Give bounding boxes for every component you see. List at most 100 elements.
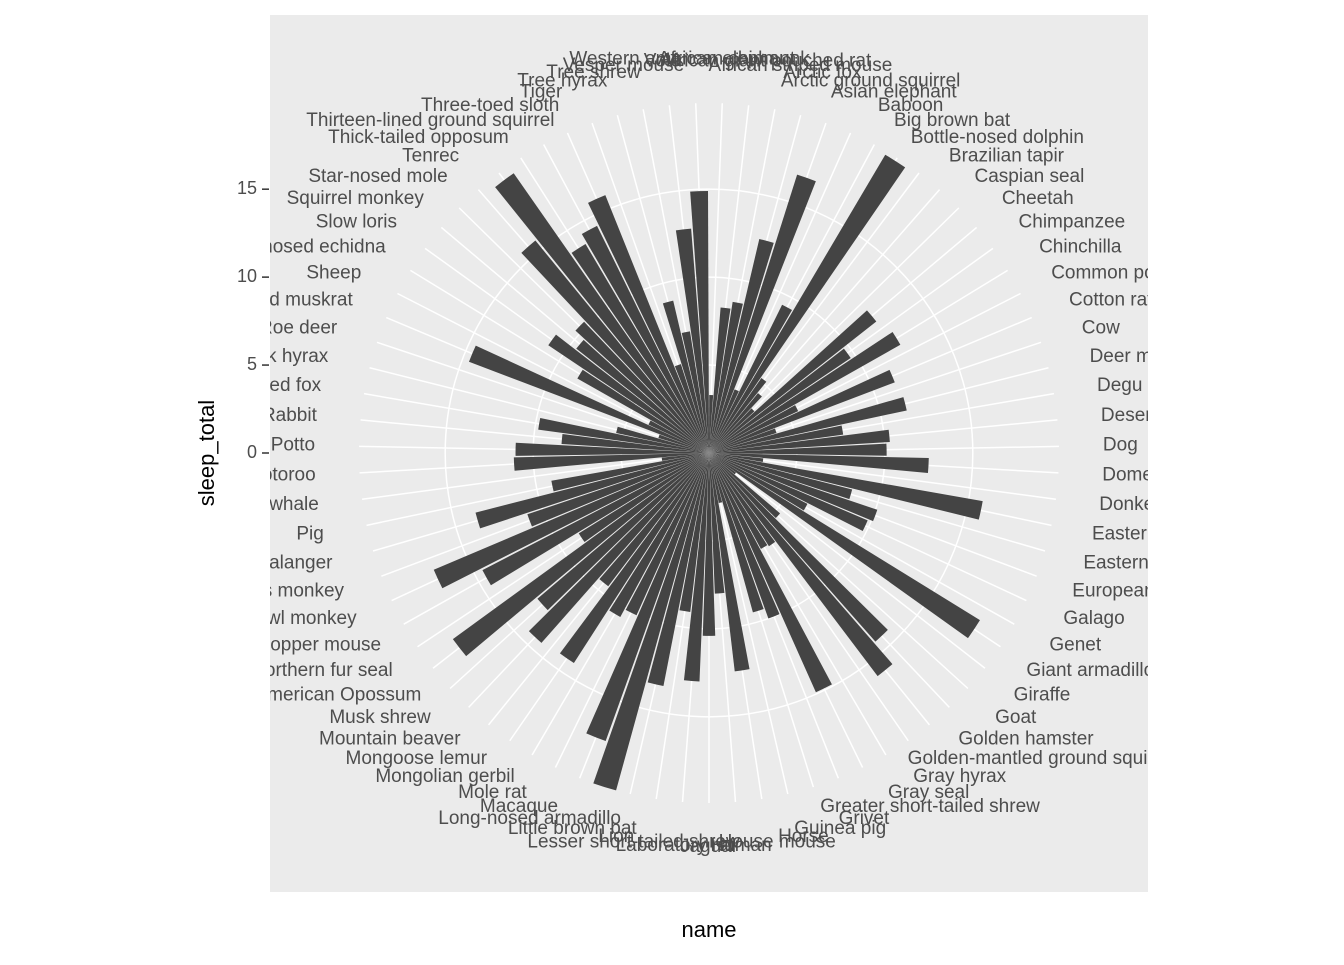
- bar: [609, 453, 709, 617]
- bar: [709, 453, 725, 594]
- category-label: Slow loris: [316, 212, 397, 233]
- bar: [475, 453, 709, 529]
- category-label: Giraffe: [1014, 684, 1071, 705]
- category-label: Phalanger: [246, 552, 333, 573]
- category-label: Pilot whale: [227, 494, 319, 515]
- category-label: Rabbit: [262, 405, 318, 426]
- bar: [709, 453, 893, 677]
- bar: [690, 190, 709, 453]
- category-label: Lion: [598, 826, 634, 847]
- category-label: Greater short-tailed shrew: [820, 796, 1040, 817]
- bar: [709, 453, 853, 500]
- bar: [658, 434, 709, 453]
- category-label: Common porpoise: [1051, 262, 1206, 283]
- category-label: Deer mouse: [1090, 346, 1194, 367]
- category-label: Bottle-nosed dolphin: [911, 127, 1084, 148]
- bar: [648, 420, 709, 453]
- bar: [581, 225, 709, 453]
- category-label: Long-nosed armadillo: [438, 808, 621, 829]
- bar: [709, 453, 983, 520]
- bar: [551, 453, 709, 492]
- category-label: Eastern american mole: [1083, 552, 1278, 573]
- bar: [709, 453, 764, 463]
- bar: [709, 310, 877, 453]
- bar: [433, 453, 709, 589]
- category-label: African elephant: [658, 48, 796, 69]
- category-label: Chimpanzee: [1019, 212, 1126, 233]
- category-label: North American Opossum: [204, 684, 422, 705]
- y-tick-label: 10: [237, 266, 257, 286]
- bar: [683, 453, 709, 682]
- bar: [586, 453, 709, 742]
- category-label: Human: [710, 835, 771, 856]
- bar: [576, 339, 709, 453]
- category-label: Golden-mantled ground squirrel: [908, 748, 1175, 769]
- bar: [709, 405, 799, 453]
- bar: [709, 394, 714, 453]
- category-label: Cheetah: [1002, 188, 1074, 209]
- category-label: Tree shrew: [546, 62, 641, 83]
- category-label: Cotton rat: [1069, 290, 1153, 311]
- bar: [513, 453, 709, 471]
- bar: [709, 397, 907, 453]
- category-label: Baboon: [878, 95, 944, 116]
- category-label: Arctic ground squirrel: [781, 71, 961, 92]
- category-label: Asian elephant: [831, 82, 957, 103]
- bar: [647, 453, 709, 687]
- bar: [662, 300, 709, 453]
- category-label: Thirteen-lined ground squirrel: [306, 110, 554, 131]
- bar: [709, 369, 895, 453]
- bar: [527, 453, 709, 527]
- category-label: Mountain beaver: [319, 728, 461, 749]
- bar: [709, 348, 851, 453]
- bar: [679, 453, 709, 612]
- category-label: Vole: [644, 51, 681, 72]
- category-label: Patas monkey: [224, 581, 345, 602]
- category-label: Pig: [296, 523, 323, 544]
- category-label: Giant armadillo: [1026, 660, 1154, 681]
- category-label: Eastern american chipmunk: [1092, 523, 1328, 544]
- bar: [537, 453, 709, 611]
- category-label: Star-nosed mole: [308, 166, 447, 187]
- bar: [452, 453, 709, 657]
- bar: [578, 453, 709, 543]
- category-label: Three-toed sloth: [421, 95, 559, 116]
- bar: [599, 453, 709, 587]
- y-axis-title: sleep_total: [194, 400, 219, 506]
- bar: [561, 434, 709, 453]
- bar: [709, 453, 781, 519]
- category-label: Genet: [1049, 635, 1101, 656]
- category-label: Musk shrew: [329, 707, 431, 728]
- category-label: Potoroo: [249, 464, 316, 485]
- bar: [521, 240, 709, 453]
- category-label: Golden hamster: [958, 728, 1094, 749]
- category-label: Macaque: [480, 796, 558, 817]
- bar: [675, 228, 709, 453]
- category-label: Caspian seal: [975, 166, 1085, 187]
- bar: [709, 331, 901, 453]
- category-label: Brazilian tapir: [949, 146, 1065, 167]
- category-label: Goat: [995, 707, 1037, 728]
- category-label: Guinea pig: [794, 818, 886, 839]
- category-label: Arctic fox: [783, 62, 862, 83]
- bar: [709, 429, 890, 453]
- category-label: Thick-tailed opposum: [328, 127, 509, 148]
- bar: [709, 301, 743, 453]
- category-label: Squirrel monkey: [287, 188, 425, 209]
- bar: [661, 453, 709, 461]
- bar: [709, 428, 777, 453]
- bar: [559, 453, 709, 664]
- bar: [593, 453, 709, 791]
- category-label: Jaguar: [680, 836, 739, 857]
- category-label: Gray seal: [888, 782, 969, 803]
- bar: [709, 154, 906, 453]
- y-tick-label: 0: [247, 442, 257, 462]
- bar: [709, 443, 887, 456]
- category-label: Sheep: [306, 262, 361, 283]
- category-label: European hedgehog: [1072, 581, 1244, 602]
- category-label: Round-tailed muskrat: [172, 290, 353, 311]
- bar: [588, 195, 709, 453]
- bar: [625, 453, 709, 616]
- bar: [709, 453, 878, 522]
- y-tick-label: 5: [247, 354, 257, 374]
